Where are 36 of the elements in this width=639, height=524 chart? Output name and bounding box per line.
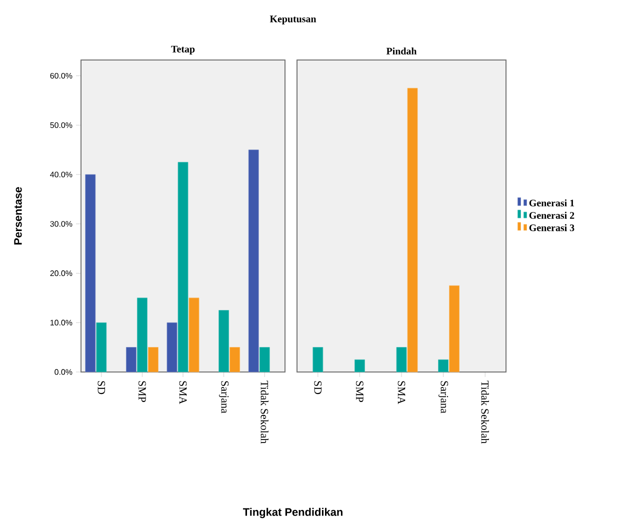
chart-title: Tetap: [171, 46, 195, 54]
bar: [85, 174, 96, 372]
bar: [230, 347, 240, 372]
bar: [248, 150, 259, 372]
legend-label: Generasi 1: [529, 199, 574, 206]
x-tick-label: SMP: [356, 381, 364, 402]
x-tick-label: Sarjana: [438, 381, 448, 414]
bar: [312, 347, 324, 372]
legend-label: Generasi 3: [529, 224, 574, 232]
x-tick-label: Sarjana: [219, 381, 229, 414]
x-tick-label: SD: [98, 381, 106, 394]
bar: [354, 359, 365, 372]
x-axis-title: Tingkat Pendidikan: [242, 508, 342, 518]
bar: [449, 285, 460, 372]
x-tick-label: SMA: [179, 381, 187, 404]
x-tick-label: SMA: [398, 381, 406, 404]
bar: [218, 310, 230, 372]
y-axis-title: Persentase: [14, 187, 22, 244]
bar: [407, 88, 418, 372]
text: Keputusan: [270, 16, 316, 24]
bar: [148, 347, 158, 372]
bar: [126, 347, 136, 372]
bar: [438, 359, 449, 372]
x-tick-label: Tidak Sekolah: [481, 380, 489, 444]
bar: [166, 322, 178, 372]
bar: [259, 347, 270, 372]
bar: [137, 298, 148, 372]
bar: [96, 322, 107, 372]
bar: [178, 162, 188, 372]
x-tick-label: SD: [314, 381, 322, 394]
x-tick-label: Tidak Sekolah: [260, 380, 268, 444]
bar: [188, 298, 200, 372]
bar: [396, 347, 407, 372]
x-tick-label: SMP: [138, 381, 146, 402]
chart-title: Pindah: [386, 47, 417, 54]
legend-label: Generasi 2: [529, 212, 574, 219]
